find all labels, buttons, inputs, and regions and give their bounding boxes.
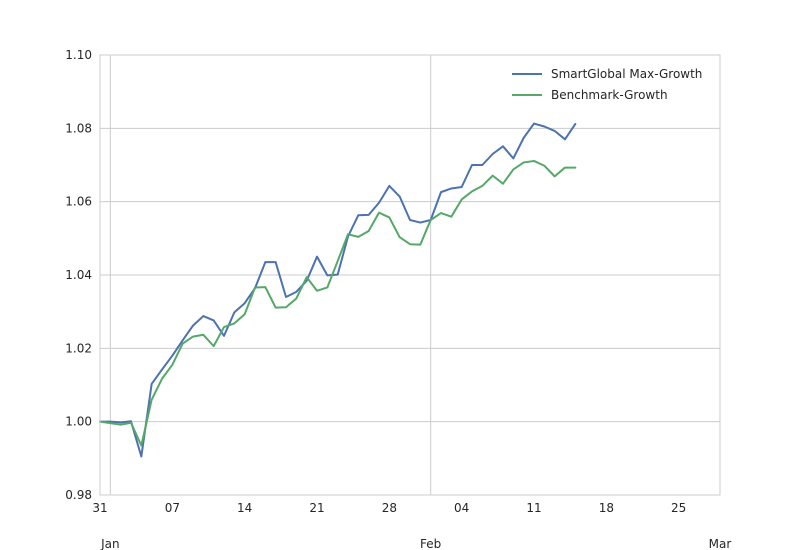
y-tick-label: 1.08	[65, 121, 92, 135]
x-axis-minor-tick-labels: 31 07 14 21 28 04 11 18 25	[92, 501, 686, 515]
x-minor-tick-label: 21	[309, 501, 324, 515]
legend: SmartGlobal Max-Growth Benchmark-Growth	[512, 67, 702, 102]
legend-label-0: SmartGlobal Max-Growth	[551, 67, 702, 81]
y-tick-label: 1.02	[65, 341, 92, 355]
series-line-0	[99, 122, 577, 458]
plot-frame	[99, 54, 721, 496]
y-tick-label: 1.04	[65, 268, 92, 282]
x-major-tick-label: Mar	[709, 537, 732, 550]
x-minor-tick-label: 28	[382, 501, 397, 515]
x-major-tick-label: Jan	[100, 537, 120, 550]
y-tick-label: 0.98	[65, 488, 92, 502]
x-minor-tick-label: 11	[526, 501, 541, 515]
y-axis-tick-labels: 0.98 1.00 1.02 1.04 1.06 1.08 1.10	[65, 48, 92, 502]
legend-label-1: Benchmark-Growth	[551, 88, 668, 102]
series-line-1	[99, 159, 577, 447]
x-minor-tick-label: 25	[671, 501, 686, 515]
y-tick-label: 1.10	[65, 48, 92, 62]
x-minor-tick-label: 07	[165, 501, 180, 515]
x-major-tick-label: Feb	[420, 537, 441, 550]
x-minor-tick-label: 14	[237, 501, 252, 515]
x-minor-tick-label: 18	[599, 501, 614, 515]
y-tick-label: 1.00	[65, 415, 92, 429]
series-lines	[99, 122, 577, 458]
x-axis-major-tick-labels: Jan Feb Mar	[100, 537, 731, 550]
y-tick-label: 1.06	[65, 195, 92, 209]
x-minor-tick-label: 04	[454, 501, 469, 515]
x-minor-tick-label: 31	[92, 501, 107, 515]
